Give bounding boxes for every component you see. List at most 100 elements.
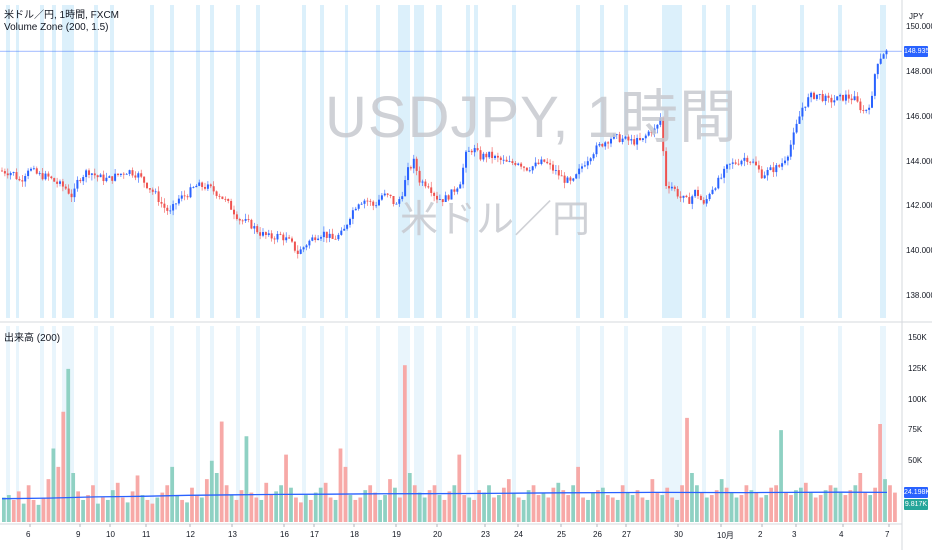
candle-body <box>688 197 691 204</box>
candle-body <box>12 172 15 174</box>
candle-body <box>3 171 6 174</box>
candle-body <box>636 138 639 145</box>
volume-tick-label: 150K <box>908 333 927 343</box>
candle-body <box>824 95 827 102</box>
volume-bar <box>531 485 536 522</box>
candle-body <box>615 134 618 136</box>
volume-zone-band <box>196 326 200 522</box>
candle-body <box>546 161 549 164</box>
volume-bar <box>848 490 853 522</box>
candle-body <box>409 167 412 169</box>
candle-body <box>470 150 473 153</box>
volume-bar <box>51 448 56 522</box>
candle-body <box>148 188 151 190</box>
volume-bar <box>96 503 100 522</box>
volume-bar <box>353 499 358 522</box>
volume-bar <box>724 487 729 522</box>
candle-body <box>186 196 189 198</box>
volume-bar <box>21 503 26 522</box>
volume-bar <box>145 499 150 522</box>
candle-body <box>789 144 792 157</box>
candle-body <box>847 94 850 99</box>
volume-bar <box>813 497 818 522</box>
volume-bar <box>739 495 744 522</box>
candle-body <box>427 186 430 188</box>
candle-body <box>726 164 728 169</box>
candle-body <box>189 187 192 198</box>
volume-tick-label: 75K <box>908 425 923 435</box>
volume-bar <box>284 454 288 522</box>
candle-body <box>221 196 224 199</box>
candle-body <box>549 163 552 165</box>
volume-bar <box>249 492 254 522</box>
volume-bar <box>883 479 887 522</box>
volume-bar <box>526 490 531 522</box>
candle-body <box>865 109 868 111</box>
candle-body <box>592 154 595 159</box>
volume-bar <box>378 499 382 522</box>
candle-body <box>27 170 30 177</box>
candle-body <box>337 234 340 240</box>
volume-bar <box>437 495 442 522</box>
time-tick-label: 17 <box>310 530 319 539</box>
volume-zone-band <box>236 5 240 318</box>
volume-zone-band <box>320 326 324 522</box>
volume-bar <box>843 495 848 522</box>
candle-body <box>35 168 38 174</box>
candle-body <box>685 195 688 198</box>
volume-bar <box>600 487 605 522</box>
candle-body <box>598 143 601 146</box>
volume-bar <box>680 485 684 522</box>
candle-body <box>404 180 407 197</box>
candle-body <box>82 177 85 182</box>
indicator-legend-title[interactable]: Volume Zone (200, 1.5) <box>4 22 109 33</box>
candle-body <box>482 153 485 160</box>
candle-body <box>583 165 586 167</box>
candle-body <box>38 173 41 174</box>
candle-body <box>230 200 233 210</box>
candle-body <box>557 170 560 176</box>
candle-body <box>392 196 395 205</box>
candle-body <box>328 233 331 238</box>
symbol-legend-title[interactable]: 米ドル／円, 1時間, FXCM <box>4 10 120 21</box>
volume-bar <box>402 365 407 522</box>
volume-zone-band <box>94 5 98 318</box>
volume-bar <box>289 487 293 522</box>
volume-bar <box>195 495 199 522</box>
candle-body <box>247 219 250 220</box>
candle-body <box>209 184 212 187</box>
volume-bar <box>36 504 41 522</box>
candle-body <box>818 94 821 95</box>
volume-bar <box>61 411 66 522</box>
candle-body <box>180 195 183 199</box>
candle-body <box>563 175 566 183</box>
volume-bar <box>754 492 759 522</box>
volume-bar <box>81 499 85 522</box>
volume-bar <box>368 485 373 522</box>
volume-bar <box>358 497 363 522</box>
volume-bar <box>769 487 774 522</box>
volume-bar <box>640 497 645 522</box>
candle-body <box>873 74 876 96</box>
volume-bar <box>234 499 239 522</box>
volume-bar <box>521 499 526 522</box>
volume-bar <box>264 482 269 522</box>
price-tick-label: 150.000 <box>906 22 932 32</box>
candle-body <box>586 161 589 166</box>
price-tick-label: 140.000 <box>906 245 932 255</box>
volume-zone-band <box>302 5 306 318</box>
volume-legend-title[interactable]: 出来高 (200) <box>4 333 61 344</box>
volume-bar <box>412 485 417 522</box>
volume-ma-tag: 24.198K <box>904 486 931 498</box>
candle-body <box>146 182 148 189</box>
candle-body <box>856 96 859 102</box>
currency-label: JPY <box>909 12 924 21</box>
candle-body <box>331 233 334 239</box>
volume-bar <box>31 499 36 522</box>
candle-body <box>224 198 227 200</box>
candle-body <box>569 177 572 181</box>
volume-bar <box>665 487 670 522</box>
volume-zone-band <box>512 5 516 318</box>
